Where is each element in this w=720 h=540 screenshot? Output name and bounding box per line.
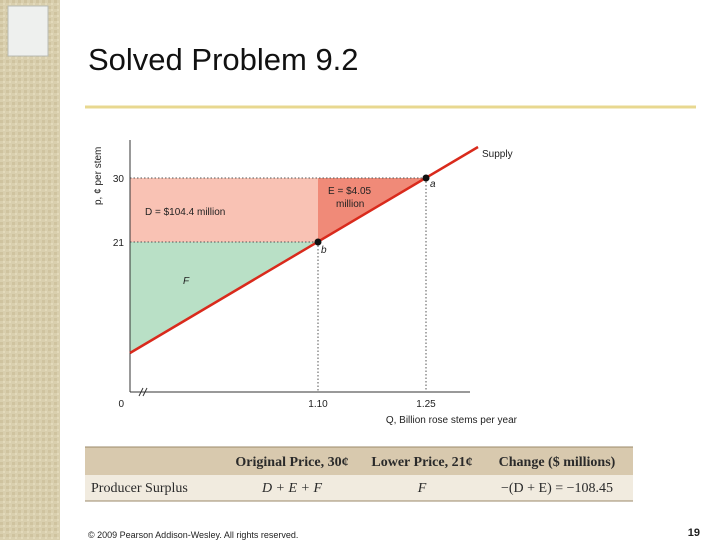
curve-label: Supply [482, 149, 513, 160]
page-number: 19 [688, 527, 700, 539]
copyright: © 2009 Pearson Addison-Wesley. All right… [88, 530, 298, 540]
table-row [85, 475, 633, 501]
area-e-label: E = $4.05 [328, 186, 372, 197]
area-d-label: D = $104.4 million [145, 207, 225, 218]
table-cell: F [417, 481, 427, 496]
point-a-dot [422, 174, 430, 182]
y-tick-label: 0 [118, 399, 124, 410]
y-tick-label: 30 [113, 174, 125, 185]
table-header-cell: Change ($ millions) [499, 455, 616, 470]
x-axis-label: Q, Billion rose stems per year [386, 415, 518, 426]
point-b-label: b [321, 245, 327, 256]
area-e-label: million [336, 199, 364, 210]
table: Original Price, 30¢ Lower Price, 21¢ Cha… [85, 446, 633, 502]
area-f-label: F [183, 276, 190, 287]
y-axis-label: p, ¢ per stem [93, 147, 104, 205]
axis-break [138, 387, 148, 397]
x-tick-label: 1.25 [416, 399, 436, 410]
x-tick-label: 1.10 [308, 399, 328, 410]
table-header-cell: Original Price, 30¢ [235, 455, 348, 470]
table-cell: −(D + E) = −108.45 [501, 481, 613, 496]
table-header-row [85, 447, 633, 475]
side-strip [0, 0, 60, 540]
cube-icon [7, 5, 49, 57]
point-a-label: a [430, 179, 436, 190]
table-cell: Producer Surplus [91, 481, 188, 496]
slide-title: Solved Problem 9.2 [88, 42, 359, 77]
figure: Supply D = $104.4 million E = $4.05 mill… [93, 140, 518, 426]
supply-curve [129, 145, 479, 355]
y-tick-label: 21 [113, 238, 125, 249]
table-header-cell: Lower Price, 21¢ [371, 455, 472, 470]
table-cell: D + E + F [261, 481, 323, 496]
point-b-dot [314, 238, 322, 246]
guide-lines [130, 177, 427, 392]
area-d [130, 178, 318, 242]
